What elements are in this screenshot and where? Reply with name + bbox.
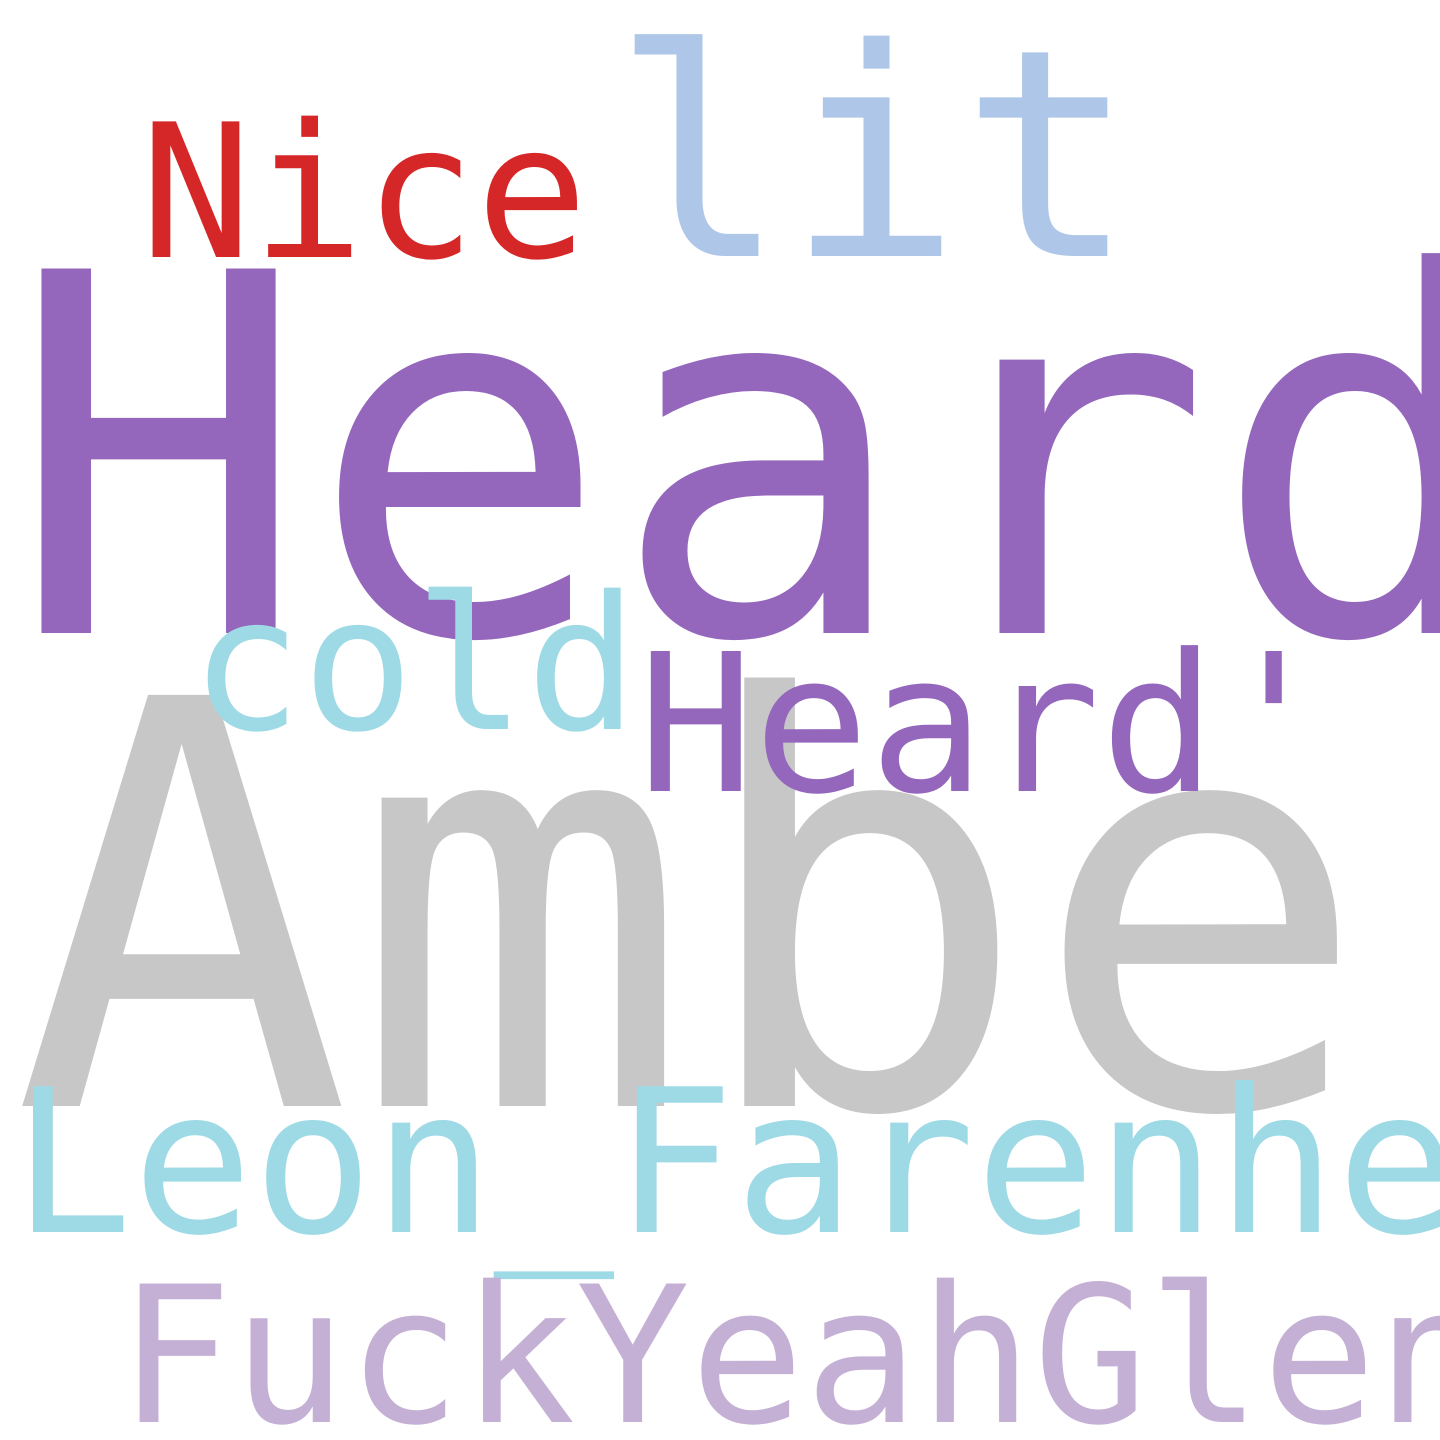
word-amber: Amber bbox=[12, 583, 1440, 1240]
word-nice: Nice bbox=[140, 84, 588, 301]
word-cold: cold bbox=[190, 556, 638, 773]
word-fuckyeahglenn: FuckYeahGlenn bbox=[118, 1246, 1440, 1440]
word-leon-farenheit: Leon_Farenheit bbox=[12, 1047, 1440, 1280]
word-heard-quote: Heard' bbox=[638, 614, 1332, 837]
word-heard: Heard bbox=[8, 169, 1440, 751]
word-lit: lit bbox=[612, 0, 1136, 325]
